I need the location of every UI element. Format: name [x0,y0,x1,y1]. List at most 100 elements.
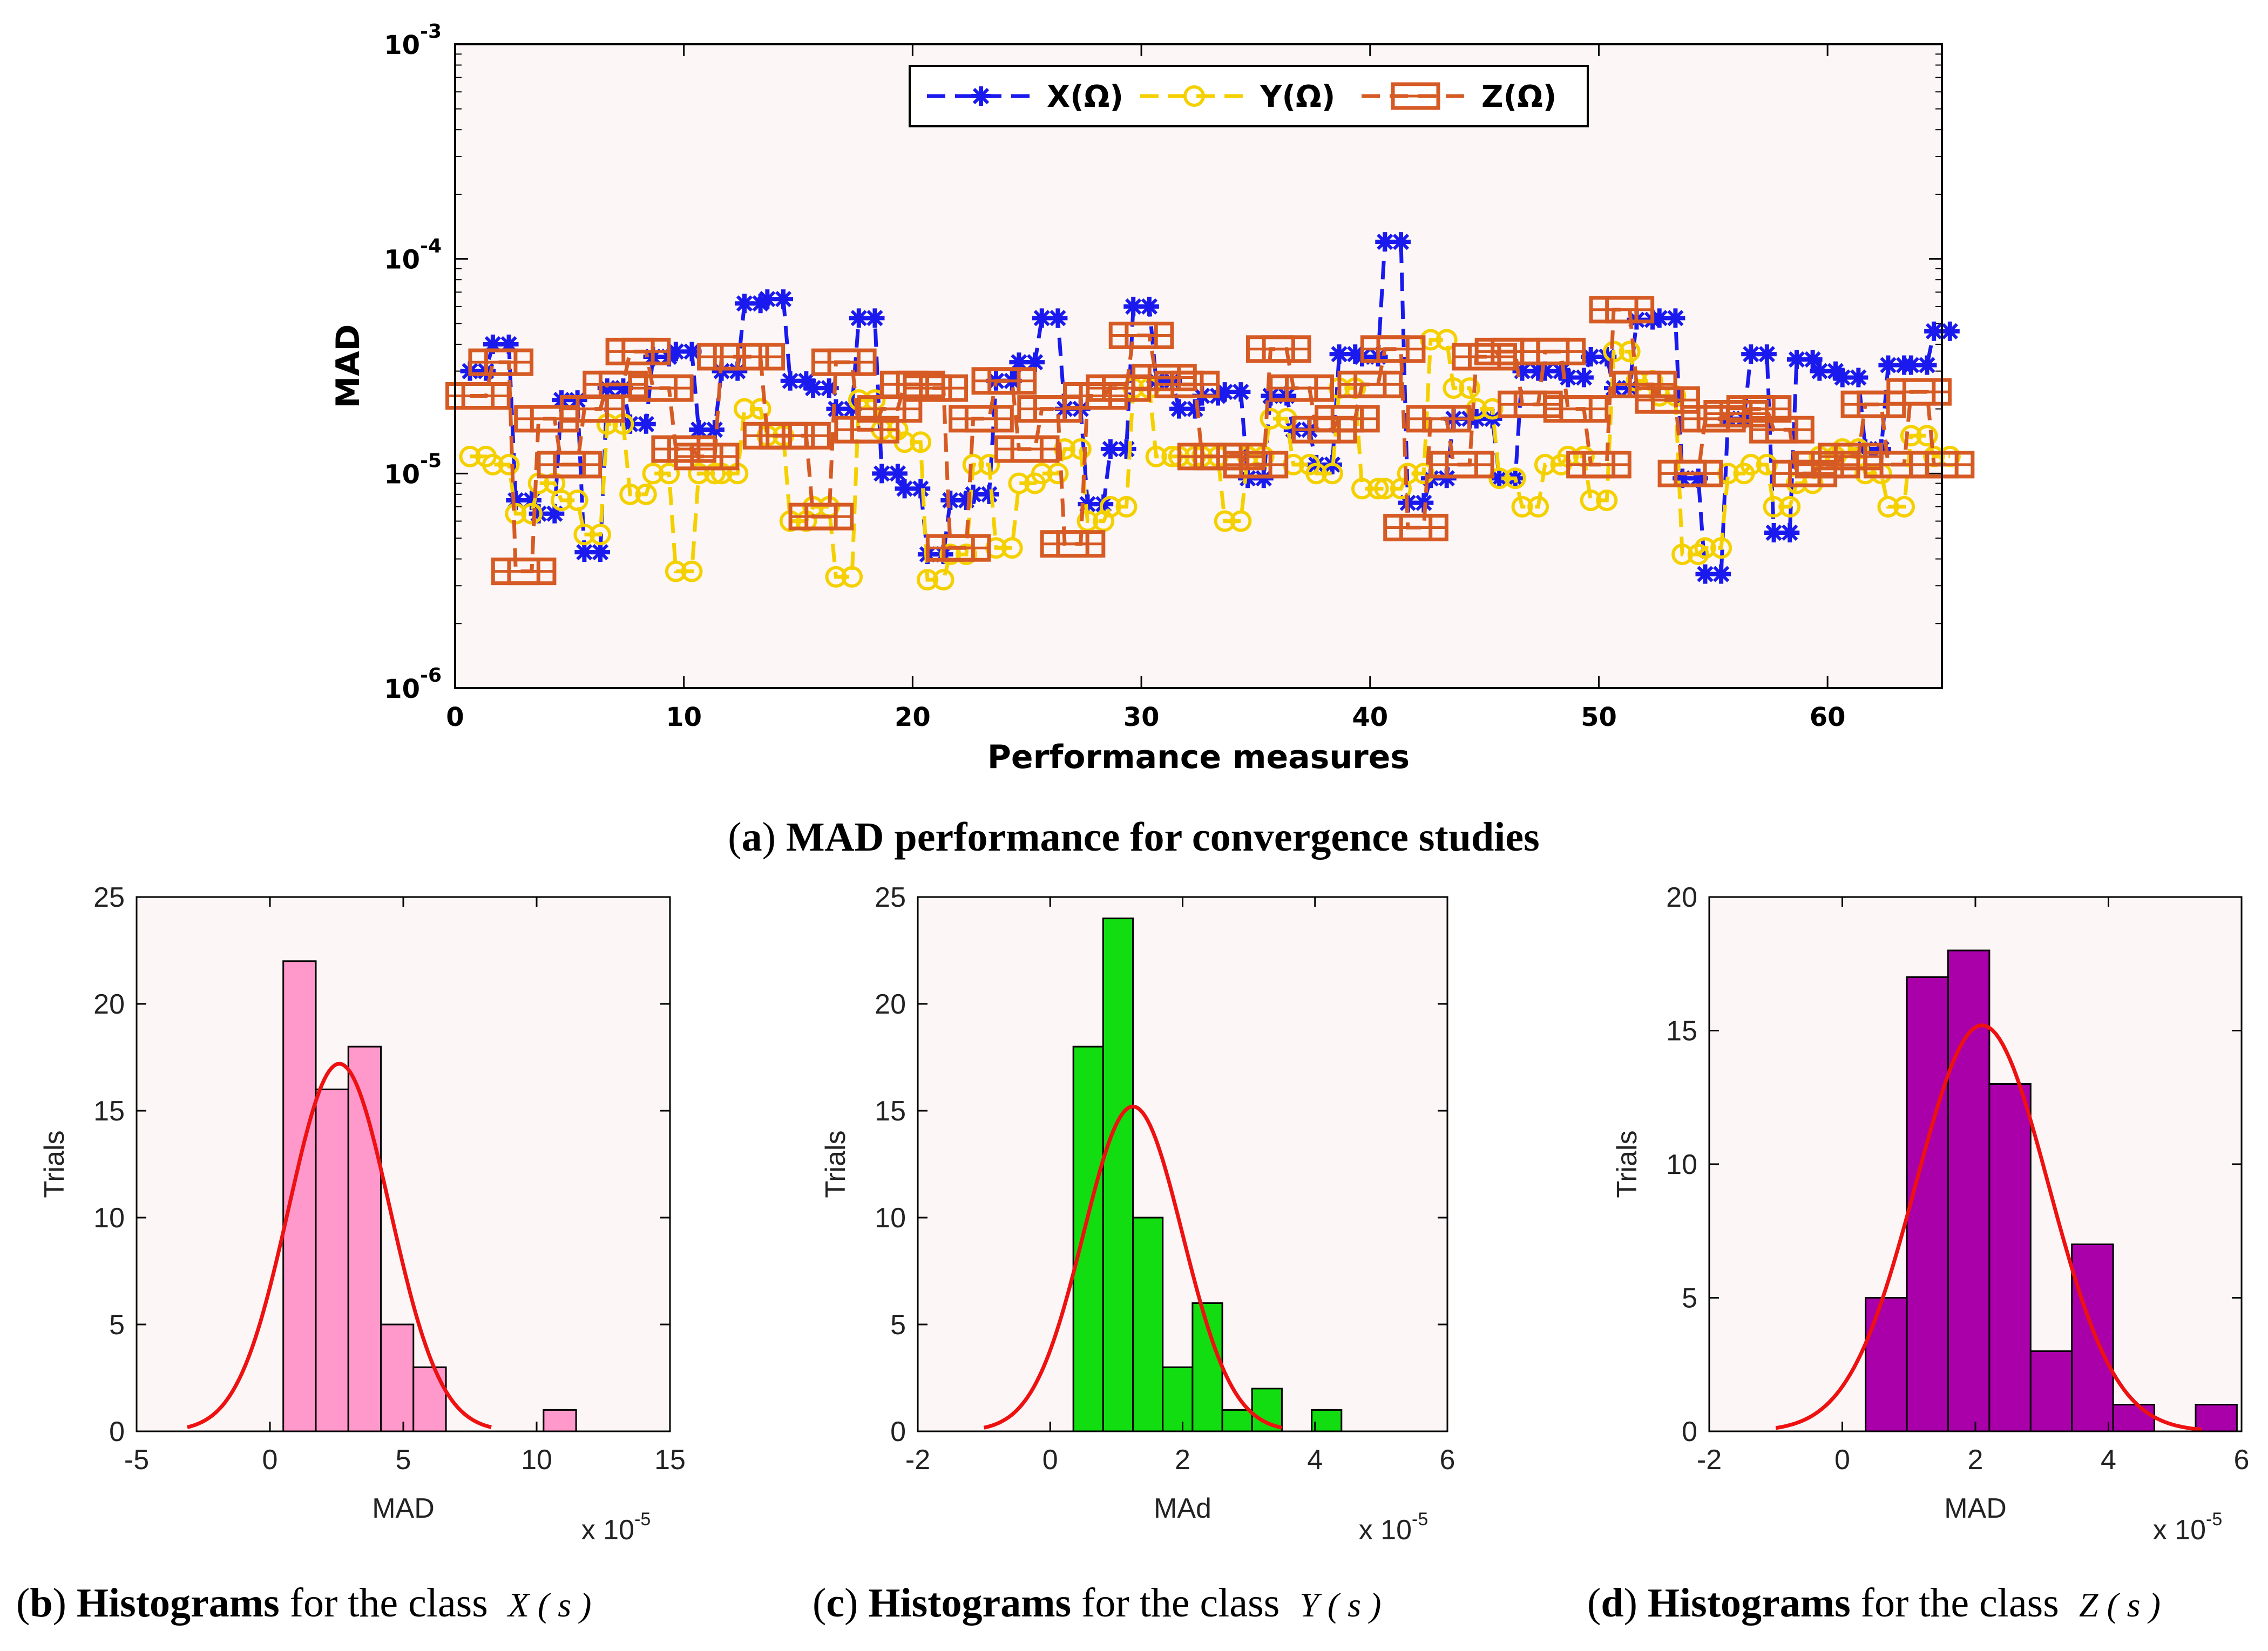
data-point [591,542,611,562]
data-point [1849,368,1868,388]
y-tick-base: 10 [384,674,420,704]
data-point [681,560,703,582]
marker-stroke [1926,323,1942,339]
data-point [665,560,687,582]
marker-stroke [1050,310,1066,327]
marker-stroke [850,310,867,327]
x-tick-label: -5 [124,1444,149,1476]
y-tick-base: 10 [384,245,420,275]
data-point [507,558,557,586]
caption-paren: ) [762,814,786,860]
histogram-bar [412,1366,447,1432]
data-point [1694,537,1716,559]
caption-title: MAD performance for convergence studies [786,814,1540,860]
data-point [1671,543,1694,566]
marker-stroke [1347,345,1364,363]
data-point [1900,425,1922,447]
x-axis-label-d: MAD [1944,1493,2007,1524]
histogram-bar [543,1409,577,1432]
marker-stroke [1804,351,1821,368]
y-tick-label: 15 [1666,1016,1697,1047]
data-point [619,483,641,505]
caption-c: (c) Histograms for the class Y ( s ) [813,1580,1381,1626]
data-point [1582,451,1631,479]
data-point [1008,472,1030,494]
histogram-bar [1221,1409,1253,1432]
caption-text: for the class [1851,1580,2069,1626]
data-point [978,453,1000,475]
data-point [1763,495,1785,518]
marker-stroke [1026,354,1044,371]
caption-paren: ( [728,814,741,860]
x-tick-label: 10 [666,702,702,732]
data-point [551,490,573,512]
data-point [1445,451,1494,479]
y-tick-exponent: -6 [420,664,442,687]
y-tick-label: 10 [875,1202,906,1234]
data-point [910,431,932,453]
data-point [1260,407,1282,430]
normal-fit-curve-b [187,1062,492,1429]
data-point [849,308,869,328]
x-tick-label: 2 [1968,1444,1983,1476]
histogram-bar [2195,1404,2238,1432]
data-point [865,308,885,328]
marker-stroke [1834,369,1851,386]
x-tick-label: 0 [262,1444,278,1476]
caption-math: Y ( s ) [1299,1586,1381,1624]
data-point [1001,537,1023,559]
data-point [1422,405,1472,433]
x-tick-label: -2 [905,1444,930,1476]
y-tick-label: 20 [1666,882,1697,913]
data-point [1330,405,1380,433]
data-point [1047,463,1069,485]
marker-stroke [1743,345,1759,363]
data-point [1674,459,1723,487]
data-point [1940,321,1960,341]
plot-area-c [918,897,1447,1431]
histogram-bar [315,1088,349,1432]
plot-frame-a [454,43,1943,689]
data-point [1391,232,1411,252]
data-point [932,569,954,591]
data-point [1367,478,1389,500]
data-point [461,382,511,410]
data-point [979,484,999,504]
y-axis-label-c: Trials [820,1130,851,1198]
scale-exponent: -5 [634,1509,651,1530]
x-tick-label: 20 [895,702,931,732]
data-point [459,445,481,467]
data-point [1374,478,1396,500]
y-tick-label: 5 [109,1309,125,1341]
data-point [841,566,863,588]
data-point [590,524,612,546]
caption-paren: ( [1587,1580,1601,1626]
data-point [1169,399,1189,419]
marker-stroke [667,343,684,360]
normal-fit-curve-c [983,1104,1283,1430]
y-tick-label: 10-3 [384,21,442,60]
data-point [1239,451,1289,479]
data-point [888,464,908,484]
y-tick-label: 25 [93,882,125,913]
caption-title: Histograms [1648,1580,1851,1626]
data-point [1832,368,1852,388]
histogram-bar [2112,1404,2156,1432]
data-point [987,367,1037,395]
x-tick-label: 50 [1581,702,1617,732]
scale-exponent: -5 [2206,1509,2222,1530]
data-point [1756,453,1778,475]
data-point [1125,321,1174,349]
data-point [482,453,504,475]
marker-stroke [1697,566,1714,582]
caption-text: for the class [280,1580,498,1626]
marker-stroke [1575,369,1593,386]
caption-paren: ( [813,1580,826,1626]
data-point [1666,308,1685,328]
x-tick-label: 0 [1834,1444,1850,1476]
data-point [1710,537,1732,559]
